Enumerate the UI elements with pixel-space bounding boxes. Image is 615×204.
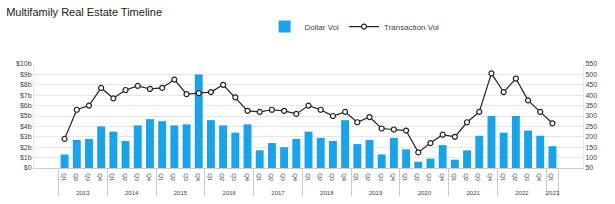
svg-text:500: 500	[585, 71, 597, 78]
svg-text:2017: 2017	[271, 190, 285, 196]
svg-text:Q1: Q1	[61, 173, 67, 182]
svg-text:2015: 2015	[174, 190, 188, 196]
svg-text:$5b: $5b	[20, 112, 32, 119]
svg-text:Transaction Vol: Transaction Vol	[384, 23, 439, 32]
svg-text:200: 200	[585, 133, 597, 140]
svg-text:Q1: Q1	[451, 173, 457, 182]
svg-text:Q1: Q1	[500, 173, 506, 182]
svg-text:Q1: Q1	[402, 173, 408, 182]
svg-text:Q1: Q1	[256, 173, 262, 182]
svg-text:2013: 2013	[76, 190, 90, 196]
svg-text:Q3: Q3	[280, 173, 286, 182]
svg-text:Q4: Q4	[244, 173, 250, 182]
svg-text:100: 100	[585, 154, 597, 161]
svg-text:$9b: $9b	[20, 71, 32, 78]
svg-text:Q2: Q2	[512, 173, 518, 182]
svg-text:Q3: Q3	[475, 173, 481, 182]
svg-text:Q2: Q2	[219, 173, 225, 182]
svg-text:50: 50	[585, 164, 593, 171]
svg-text:350: 350	[585, 102, 597, 109]
svg-text:Q4: Q4	[341, 173, 347, 182]
svg-text:Q2: Q2	[414, 173, 420, 182]
svg-text:Q4: Q4	[97, 173, 103, 182]
svg-text:2014: 2014	[125, 190, 139, 196]
svg-text:Q4: Q4	[487, 173, 493, 182]
svg-text:2021: 2021	[466, 190, 480, 196]
svg-text:$8b: $8b	[20, 81, 32, 88]
svg-text:400: 400	[585, 92, 597, 99]
svg-text:$4b: $4b	[20, 123, 32, 130]
svg-text:$1b: $1b	[20, 154, 32, 161]
svg-text:Q4: Q4	[536, 173, 542, 182]
svg-text:250: 250	[585, 123, 597, 130]
svg-text:Q4: Q4	[439, 173, 445, 182]
svg-text:Q3: Q3	[329, 173, 335, 182]
svg-text:Q2: Q2	[268, 173, 274, 182]
svg-text:Q2: Q2	[73, 173, 79, 182]
svg-text:2023: 2023	[546, 190, 560, 196]
svg-text:Q4: Q4	[146, 173, 152, 182]
svg-text:2016: 2016	[223, 190, 237, 196]
svg-text:150: 150	[585, 144, 597, 151]
svg-text:Q1: Q1	[109, 173, 115, 182]
svg-text:$0: $0	[24, 164, 32, 171]
svg-text:$7b: $7b	[20, 92, 32, 99]
svg-text:Q1: Q1	[353, 173, 359, 182]
svg-text:Q4: Q4	[292, 173, 298, 182]
svg-text:Q2: Q2	[365, 173, 371, 182]
svg-text:$3b: $3b	[20, 133, 32, 140]
svg-text:$2b: $2b	[20, 144, 32, 151]
svg-text:Q3: Q3	[426, 173, 432, 182]
svg-text:Dollar Vol: Dollar Vol	[305, 23, 339, 32]
svg-text:2020: 2020	[418, 190, 432, 196]
svg-text:Q3: Q3	[231, 173, 237, 182]
svg-text:Q1: Q1	[305, 173, 311, 182]
svg-text:2019: 2019	[369, 190, 383, 196]
svg-text:Q2: Q2	[463, 173, 469, 182]
svg-text:Multifamily Real Estate Timeli: Multifamily Real Estate Timeline	[6, 6, 162, 18]
svg-text:Q3: Q3	[134, 173, 140, 182]
svg-text:Q1: Q1	[548, 173, 554, 182]
svg-text:550: 550	[585, 60, 597, 67]
svg-text:Q4: Q4	[390, 173, 396, 182]
svg-text:2018: 2018	[320, 190, 334, 196]
svg-text:Q2: Q2	[317, 173, 323, 182]
svg-text:Q3: Q3	[85, 173, 91, 182]
svg-text:Q3: Q3	[183, 173, 189, 182]
svg-text:300: 300	[585, 112, 597, 119]
svg-text:$6b: $6b	[20, 102, 32, 109]
svg-text:$10b: $10b	[16, 60, 32, 67]
svg-text:Q3: Q3	[378, 173, 384, 182]
svg-text:Q1: Q1	[207, 173, 213, 182]
svg-text:2022: 2022	[515, 190, 529, 196]
svg-text:Q1: Q1	[158, 173, 164, 182]
svg-text:Q4: Q4	[195, 173, 201, 182]
svg-text:450: 450	[585, 81, 597, 88]
svg-text:Q3: Q3	[524, 173, 530, 182]
svg-text:Q2: Q2	[170, 173, 176, 182]
svg-text:Q2: Q2	[122, 173, 128, 182]
